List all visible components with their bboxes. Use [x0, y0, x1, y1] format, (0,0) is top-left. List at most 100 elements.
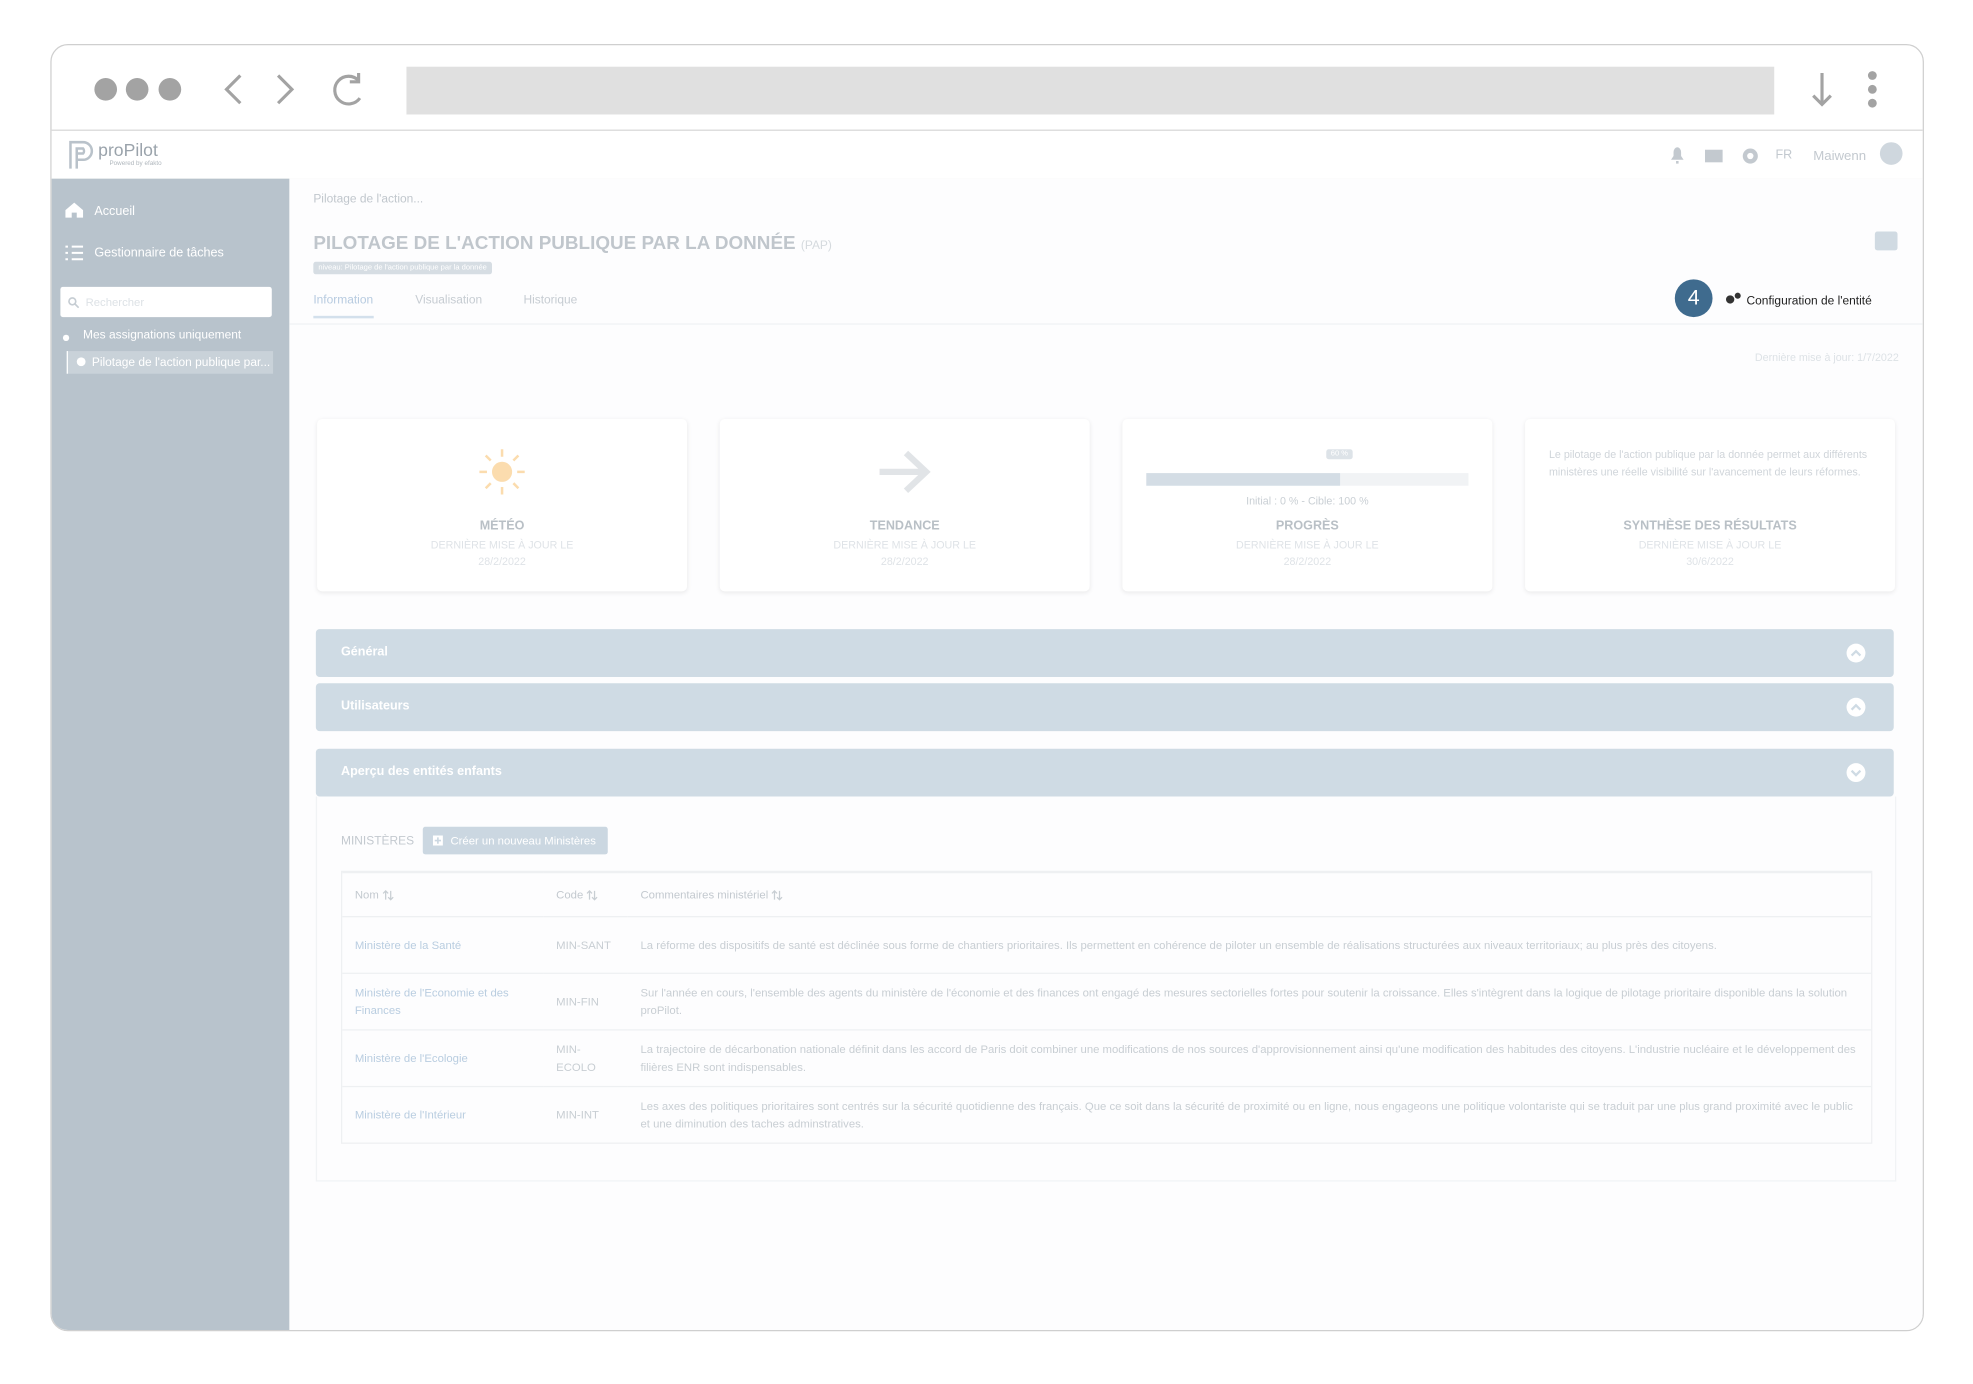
- create-button-label: Créer un nouveau Ministères: [450, 834, 596, 847]
- main-content: Pilotage de l'action... PILOTAGE DE L'AC…: [289, 178, 1923, 1331]
- card-sub: DERNIÈRE MISE À JOUR LE: [430, 538, 574, 552]
- ministry-name[interactable]: Ministère de l'Ecologie: [342, 1029, 544, 1087]
- section-title: Utilisateurs: [340, 699, 410, 714]
- ministry-code: MIN-ECOLO: [543, 1029, 628, 1087]
- sort-icon[interactable]: [586, 888, 598, 901]
- card-weather: MÉTÉO DERNIÈRE MISE À JOUR LE 28/2/2022: [317, 419, 688, 592]
- card-trend: TENDANCE DERNIÈRE MISE À JOUR LE 28/2/20…: [719, 419, 1090, 592]
- progress-track: [1146, 473, 1469, 486]
- table-row[interactable]: Ministère de la Santé MIN-SANT La réforme …: [342, 916, 1872, 974]
- radio[interactable]: [62, 334, 70, 341]
- language-selector[interactable]: FR: [1775, 148, 1793, 163]
- ministry-code: MIN-FIN: [543, 972, 628, 1030]
- last-update: Dernière mise à jour: 1/7/2022: [1754, 351, 1899, 364]
- ministry-name[interactable]: Ministère de l'Economie et des Finances: [342, 972, 544, 1030]
- logo-icon: [69, 140, 94, 169]
- column-title: Commentaires ministériel: [640, 888, 769, 901]
- home-icon: [65, 202, 84, 218]
- step-badge: 4: [1674, 279, 1713, 318]
- accordion-header[interactable]: Utilisateurs: [315, 683, 1894, 732]
- card-date: 28/2/2022: [1283, 554, 1332, 568]
- synthesis-text: Le pilotage de l'action publique par la …: [1548, 447, 1868, 479]
- tree-item[interactable]: Pilotage de l'action publique par...: [66, 351, 274, 374]
- download-button[interactable]: [1812, 72, 1832, 107]
- card-date: 28/2/2022: [880, 554, 929, 568]
- create-button[interactable]: Créer un nouveau Ministères: [422, 826, 608, 855]
- card-date: 28/2/2022: [478, 554, 526, 568]
- card-label: SYNTHÈSE DES RÉSULTATS: [1623, 519, 1797, 534]
- entity-code: (PAP): [800, 239, 832, 253]
- breadcrumb[interactable]: Pilotage de l'action...: [313, 192, 424, 207]
- logo[interactable]: proPilot: [98, 139, 158, 160]
- card-sub: DERNIÈRE MISE À JOUR LE: [833, 538, 977, 552]
- card-label: MÉTÉO: [479, 519, 525, 534]
- nav-link[interactable]: Gestionnaire de tâches: [94, 246, 224, 261]
- table-row[interactable]: Ministère de l'Ecologie MIN-ECOLO La traje…: [342, 1029, 1872, 1087]
- nav-link[interactable]: Accueil: [94, 205, 135, 219]
- sort-icon[interactable]: [382, 888, 394, 901]
- browser-window: proPilot Powered by efakto FR Maiwenn Ac…: [50, 44, 1924, 1332]
- page-title: PILOTAGE DE L'ACTION PUBLIQUE PAR LA DON…: [313, 233, 832, 254]
- app-header: proPilot Powered by efakto FR Maiwenn: [51, 130, 1923, 180]
- progress-text: Initial : 0 % - Cible: 100 %: [1246, 494, 1369, 508]
- back-button[interactable]: [224, 74, 242, 105]
- column-header[interactable]: Nom: [342, 872, 544, 917]
- search-input[interactable]: Rechercher: [60, 286, 272, 318]
- avatar[interactable]: [1879, 142, 1903, 165]
- ministry-comment: Sur l'année en cours, l'ensemble des age…: [627, 972, 1872, 1030]
- ministry-code: MIN-SANT: [543, 916, 628, 974]
- more-button[interactable]: [1874, 231, 1898, 251]
- progress-label: 60 %: [1325, 449, 1354, 460]
- progress-bar: [1146, 473, 1340, 486]
- table-wrap: Nom Code Commentaires ministériel Minist…: [340, 870, 1873, 1144]
- sort-icon[interactable]: [771, 888, 783, 901]
- title: PILOTAGE DE L'ACTION PUBLIQUE PAR LA DON…: [313, 232, 796, 255]
- card-progress: 60 % Initial : 0 % - Cible: 100 % PROGRÈ…: [1122, 419, 1493, 592]
- browser-toolbar: [51, 66, 1923, 131]
- sidebar: Accueil Gestionnaire de tâches Recherche…: [51, 178, 290, 1331]
- tab-active[interactable]: Information: [313, 293, 374, 319]
- notifications-icon[interactable]: [1671, 147, 1684, 164]
- card-label: PROGRÈS: [1275, 519, 1339, 534]
- tree-item-label: Pilotage de l'action publique par...: [91, 356, 271, 370]
- header-icons: [1671, 147, 1758, 164]
- user-name[interactable]: Maiwenn: [1813, 148, 1867, 164]
- accordion-header[interactable]: Général: [315, 629, 1894, 677]
- config-link[interactable]: Configuration de l'entité: [1746, 294, 1872, 309]
- tab[interactable]: Visualisation: [415, 293, 483, 308]
- ministry-name[interactable]: Ministère de l'Intérieur: [342, 1085, 544, 1143]
- search-placeholder: Rechercher: [85, 295, 145, 309]
- accordion-header[interactable]: Aperçu des entités enfants: [315, 748, 1894, 797]
- column-title: Code: [556, 888, 584, 901]
- list-label: MINISTÈRES: [340, 834, 415, 849]
- tab[interactable]: Historique: [523, 293, 578, 308]
- card-sub: DERNIÈRE MISE À JOUR LE: [1638, 538, 1782, 552]
- ministry-name[interactable]: Ministère de la Santé: [342, 916, 544, 974]
- forward-button[interactable]: [276, 74, 295, 105]
- address-bar[interactable]: [406, 66, 1775, 115]
- ministry-code: MIN-INT: [543, 1085, 628, 1143]
- card-synthesis: Le pilotage de l'action publique par la …: [1525, 419, 1895, 592]
- table-row[interactable]: Ministère de l'Economie et des Finances M…: [342, 972, 1872, 1030]
- card-date: 30/6/2022: [1686, 554, 1734, 568]
- card-label: TENDANCE: [869, 519, 940, 534]
- children-panel: MINISTÈRES Créer un nouveau Ministères N…: [315, 796, 1897, 1182]
- sun-icon: [479, 449, 525, 495]
- card-sub: DERNIÈRE MISE À JOUR LE: [1236, 538, 1379, 552]
- column-header[interactable]: Commentaires ministériel: [627, 872, 1872, 917]
- ministry-comment: La réforme des dispositifs de santé est …: [627, 916, 1872, 974]
- ministry-comment: Les axes des politiques prioritaires son…: [627, 1085, 1872, 1143]
- tasks-icon: [65, 245, 84, 261]
- section-title: Aperçu des entités enfants: [340, 765, 502, 779]
- table: Nom Code Commentaires ministériel Minist…: [342, 872, 1872, 1143]
- column-header[interactable]: Code: [543, 872, 628, 917]
- mail-icon[interactable]: [1704, 149, 1723, 163]
- table-body: Ministère de la Santé MIN-SANT La réforme …: [342, 916, 1872, 1143]
- reload-button[interactable]: [333, 72, 362, 106]
- arrow-icon: [879, 450, 931, 494]
- filter-option[interactable]: Mes assignations uniquement: [83, 328, 242, 343]
- table-row[interactable]: Ministère de l'Intérieur MIN-INT Les axes …: [342, 1085, 1872, 1143]
- config-icon: [1726, 292, 1741, 304]
